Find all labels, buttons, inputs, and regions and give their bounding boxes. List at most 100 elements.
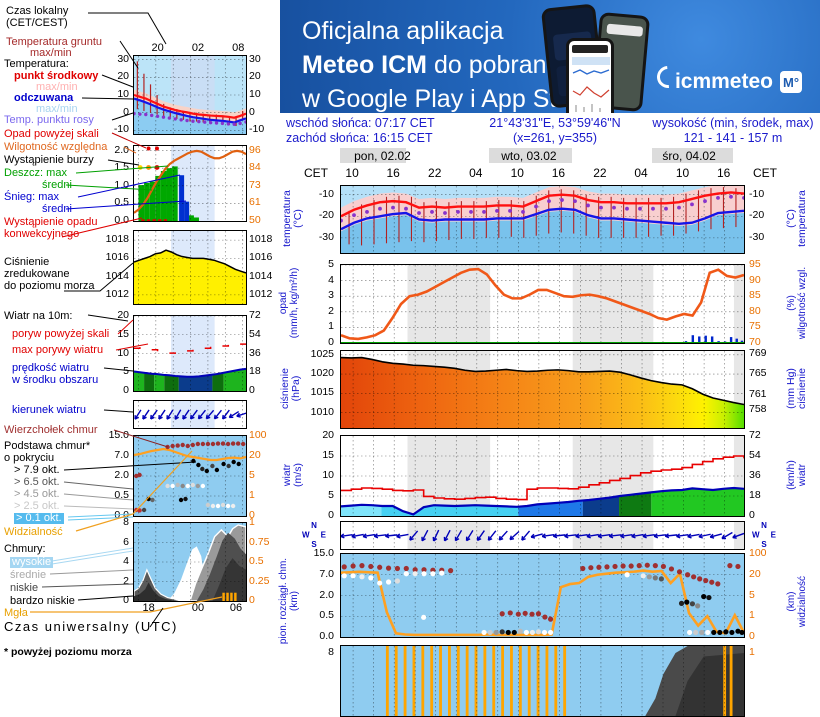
legend-okt-79: > 7.9 okt. xyxy=(14,465,60,476)
coordinates: 21°43'31"E, 53°59'46"N xyxy=(450,116,660,131)
tz-right: CET xyxy=(753,166,777,180)
axis-humidity-right: (%) wilgotność wzgl. xyxy=(786,258,808,348)
legend-wind-speed-2: w środku obszaru xyxy=(12,375,98,386)
clouds-coverage-chart xyxy=(340,645,745,717)
day-label: śro, 04.02 xyxy=(662,149,715,163)
legend-humidity: Wilgotność względna xyxy=(4,142,107,153)
day-label: pon, 02.02 xyxy=(354,149,411,163)
temperature-chart xyxy=(340,185,745,254)
legend-wind-direction: kierunek wiatru xyxy=(12,405,86,416)
logo-badge: M° xyxy=(780,71,802,93)
hour-label: 22 xyxy=(593,166,606,180)
axis-pressure-left: ciśnienie (hPa) xyxy=(280,350,302,427)
logo-wordmark: icmmeteo xyxy=(675,70,773,94)
hour-label: 10 xyxy=(511,166,524,180)
sunset: zachód słońca: 16:15 CET xyxy=(286,131,435,146)
legend-clouds-verylow: bardzo niskie xyxy=(10,596,75,607)
cloud-visibility-chart xyxy=(340,553,745,638)
legend-okt-01: > 0.1 okt. xyxy=(14,513,64,524)
legend-max-gusts: max porywy wiatru xyxy=(12,345,103,356)
mini-clouds-coverage-chart xyxy=(133,522,247,602)
meteogram-page: Czas lokalny (CET/CEST) Temperatura grun… xyxy=(0,0,820,660)
axis-temp-left: temperatura (°C) xyxy=(282,185,304,252)
sunrise: wschód słońca: 07:17 CET xyxy=(286,116,435,131)
hour-label: 10 xyxy=(345,166,358,180)
axis-pressure-right: (mm Hg) ciśnienie xyxy=(786,350,808,427)
mini-cloud-chart xyxy=(133,435,247,517)
hour-label: 04 xyxy=(634,166,647,180)
phone-mockup-front xyxy=(566,38,614,113)
legend-convective-1: Wystąpienie opadu xyxy=(4,217,97,228)
legend-storm: Wystąpienie burzy xyxy=(4,155,94,166)
axis-temp-right: (°C) temperatura xyxy=(786,185,808,252)
icmmeteo-logo: icmmeteo M° xyxy=(657,70,802,94)
legend-pressure-1: Ciśnienie xyxy=(4,257,49,268)
app-banner[interactable]: Oficjalna aplikacja Meteo ICM do pobrani… xyxy=(280,0,820,113)
wind-direction-row xyxy=(340,521,745,550)
legend-temperature: Temperatura: xyxy=(4,59,69,70)
wind-chart xyxy=(340,435,745,517)
legend-utc: Czas uniwersalny (UTC) xyxy=(4,621,178,632)
mini-temp-chart xyxy=(133,55,247,135)
precipitation-humidity-chart xyxy=(340,264,745,344)
altitude-values: 121 - 141 - 157 m xyxy=(648,131,818,146)
temp-yticks-right: -10-20-30 xyxy=(747,185,779,252)
hour-label: 16 xyxy=(717,166,730,180)
tz-left: CET xyxy=(304,166,328,180)
legend-cloud-base-2: o pokryciu xyxy=(4,453,54,464)
legend-clouds-low: niskie xyxy=(10,583,38,594)
legend-gust-above-scale: poryw powyżej skali xyxy=(12,329,109,340)
legend-rain-max: Deszcz: max xyxy=(4,168,67,179)
hour-label: 16 xyxy=(552,166,565,180)
legend-clouds-mid: średnie xyxy=(10,570,46,581)
legend-okt-25: > 2.5 okt. xyxy=(14,501,60,512)
hour-label: 22 xyxy=(428,166,441,180)
legend-snow-max: Śnieg: max xyxy=(4,192,59,203)
mini-precip-chart xyxy=(133,145,247,222)
legend-okt-65: > 6.5 okt. xyxy=(14,477,60,488)
mini-winddir-chart xyxy=(133,400,247,429)
legend-wind-speed-1: prędkość wiatru xyxy=(12,363,89,374)
mini-wind-chart xyxy=(133,315,247,392)
legend-pressure-3: do poziomu morza xyxy=(4,281,95,292)
legend-okt-45: > 4.5 okt. xyxy=(14,489,60,500)
legend-visibility: Widzialność xyxy=(4,527,63,538)
hour-label: 10 xyxy=(676,166,689,180)
mini-pressure-chart xyxy=(133,230,247,305)
legend-cloud-top: Wierzchołek chmur xyxy=(4,425,98,436)
pressure-chart xyxy=(340,350,745,429)
axis-cloud-left: pion. rozciągł. chm. (km) xyxy=(278,542,300,660)
legend-convective-2: konwekcyjnego xyxy=(4,229,79,240)
chmury-yticks-left: 8 xyxy=(302,645,336,715)
temp-yticks-left: -10-20-30 xyxy=(302,185,336,252)
hour-label: 04 xyxy=(469,166,482,180)
legend-precip-above-scale: Opad powyżej skali xyxy=(4,129,99,140)
legend-clouds-high: wysokie xyxy=(10,557,53,568)
legend-dewpoint: Temp. punktu rosy xyxy=(4,115,94,126)
legend-local-time: Czas lokalny xyxy=(6,6,68,17)
legend-rain-avg: średni xyxy=(42,180,72,191)
altitude-label: wysokość (min, środek, max) xyxy=(648,116,818,131)
